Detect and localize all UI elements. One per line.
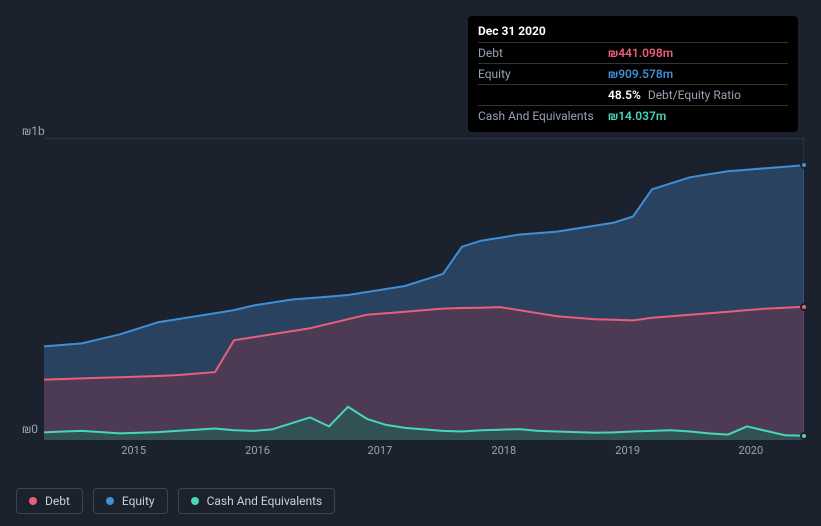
y-axis-label: ₪0	[22, 422, 38, 436]
tooltip-row: 48.5% Debt/Equity Ratio	[478, 84, 788, 105]
x-axis-label: 2020	[738, 444, 763, 457]
tooltip-row-label: Debt	[478, 46, 608, 60]
legend: Debt Equity Cash And Equivalents	[16, 488, 335, 514]
tooltip-row-label: Cash And Equivalents	[478, 109, 608, 123]
tooltip-row-value: 48.5% Debt/Equity Ratio	[608, 88, 741, 102]
tooltip-row: Cash And Equivalents₪14.037m	[478, 105, 788, 126]
x-axis: 2015 2016 2017 2018 2019 2020	[44, 444, 804, 464]
tooltip-row-value: ₪441.098m	[608, 46, 673, 60]
x-axis-label: 2018	[491, 444, 516, 457]
chart-root: Dec 31 2020 Debt₪441.098mEquity₪909.578m…	[0, 0, 821, 526]
legend-item-label: Equity	[122, 494, 155, 508]
tooltip-row-value: ₪909.578m	[608, 67, 673, 81]
legend-swatch-icon	[191, 497, 199, 505]
legend-item-cash-and-equivalents[interactable]: Cash And Equivalents	[178, 488, 336, 514]
x-axis-label: 2016	[245, 444, 270, 457]
series-end-marker	[800, 303, 808, 311]
legend-item-equity[interactable]: Equity	[93, 488, 168, 514]
x-axis-label: 2019	[615, 444, 640, 457]
tooltip-row: Equity₪909.578m	[478, 63, 788, 84]
tooltip-row-value: ₪14.037m	[608, 109, 666, 123]
series-end-marker	[800, 161, 808, 169]
tooltip: Dec 31 2020 Debt₪441.098mEquity₪909.578m…	[468, 16, 798, 132]
y-axis-label: ₪1b	[22, 124, 45, 138]
x-axis-label: 2017	[368, 444, 393, 457]
tooltip-row-sub: Debt/Equity Ratio	[645, 88, 741, 102]
legend-item-debt[interactable]: Debt	[16, 488, 83, 514]
tooltip-row-label	[478, 88, 608, 102]
legend-item-label: Cash And Equivalents	[207, 494, 323, 508]
tooltip-row-label: Equity	[478, 67, 608, 81]
legend-swatch-icon	[106, 497, 114, 505]
legend-swatch-icon	[29, 497, 37, 505]
tooltip-row: Debt₪441.098m	[478, 42, 788, 63]
legend-item-label: Debt	[45, 494, 70, 508]
chart-plot-area[interactable]	[44, 138, 804, 440]
tooltip-date: Dec 31 2020	[478, 22, 788, 42]
series-end-marker	[800, 432, 808, 440]
chart-svg	[44, 138, 804, 440]
x-axis-label: 2015	[121, 444, 146, 457]
